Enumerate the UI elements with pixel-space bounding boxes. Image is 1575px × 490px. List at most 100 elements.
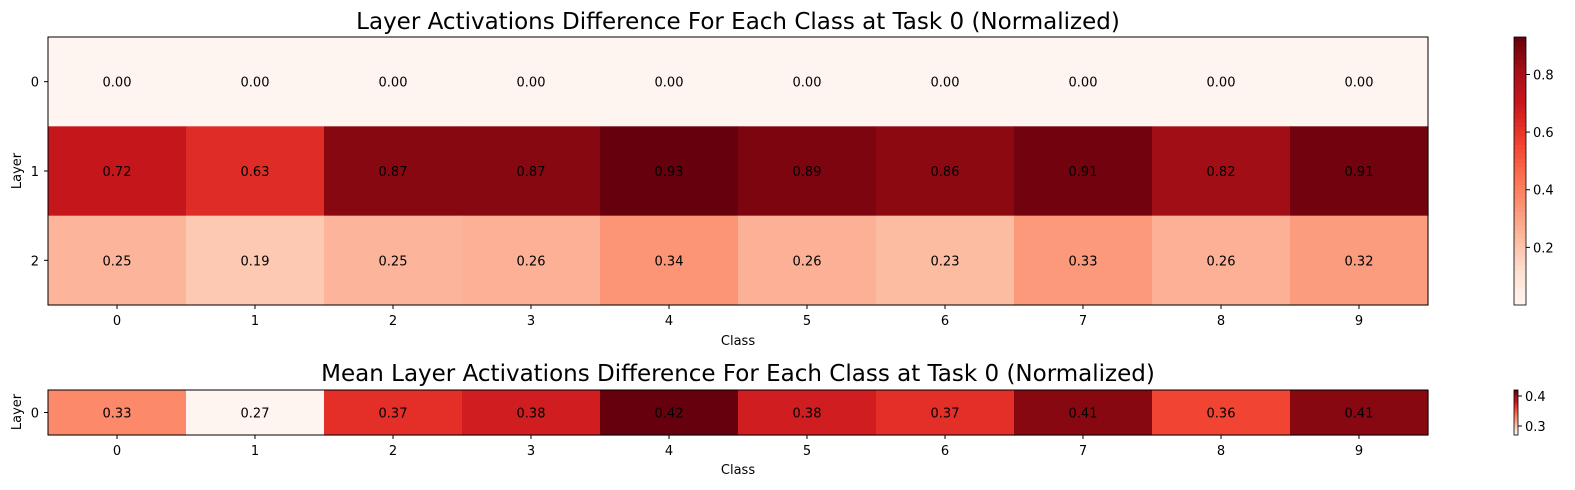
colorbar-segment xyxy=(1514,126,1526,132)
y-tick-label: 0 xyxy=(31,407,39,422)
x-tick-label: 3 xyxy=(527,444,535,459)
x-tick-label: 9 xyxy=(1355,444,1363,459)
colorbar-segment xyxy=(1514,264,1526,270)
bottom-colorbar: 0.3 0.4 xyxy=(1513,389,1546,436)
colorbar-frame xyxy=(1513,36,1527,306)
colorbar-segment xyxy=(1514,413,1518,415)
colorbar-segment xyxy=(1514,410,1518,412)
colorbar-segment xyxy=(1514,427,1518,429)
cell-value-label: 0.63 xyxy=(241,165,270,180)
colorbar-segment xyxy=(1514,50,1526,56)
bottom-heatmap-value-labels: 0.33 0.27 0.37 0.38 0.42 0.38 0.37 0.41 0.36 0.41 xyxy=(103,407,1374,422)
colorbar-segment xyxy=(1514,428,1518,430)
colorbar-segment xyxy=(1514,417,1518,419)
cell-value-label: 0.00 xyxy=(793,76,822,91)
cell-value-label: 0.42 xyxy=(655,407,684,422)
y-tick-label: 0 xyxy=(31,76,39,91)
heatmap-cell xyxy=(1014,215,1153,306)
heatmap-cell xyxy=(462,390,601,436)
heatmap-cell xyxy=(876,126,1015,217)
colorbar-tick-label: 0.4 xyxy=(1533,184,1554,199)
bottom-y-ticks: 0 xyxy=(31,407,48,422)
cell-value-label: 0.91 xyxy=(1069,165,1098,180)
colorbar-segment xyxy=(1514,72,1526,78)
colorbar-segment xyxy=(1514,393,1518,396)
colorbar-segment xyxy=(1514,417,1518,420)
heatmap-cell xyxy=(48,390,187,436)
colorbar-segment xyxy=(1514,392,1518,394)
cell-value-label: 0.00 xyxy=(103,76,132,91)
colorbar-segment xyxy=(1514,184,1526,190)
colorbar-segment xyxy=(1514,104,1526,110)
colorbar-tick-label: 0.6 xyxy=(1533,126,1554,141)
cell-value-label: 0.00 xyxy=(931,76,960,91)
x-tick-label: 4 xyxy=(665,314,673,329)
top-heatmap-value-labels: 0.00 0.00 0.00 0.00 0.00 0.00 0.00 0.00 0.00 0.00… xyxy=(103,76,1374,270)
colorbar-segment xyxy=(1514,420,1518,423)
colorbar-segment xyxy=(1514,396,1518,399)
heatmap-cell xyxy=(48,37,187,127)
colorbar-segment xyxy=(1514,202,1526,208)
heatmap-cell xyxy=(600,390,739,436)
colorbar-segment xyxy=(1514,175,1526,181)
colorbar-segment xyxy=(1514,45,1526,51)
colorbar-segment xyxy=(1514,424,1518,426)
colorbar-segment xyxy=(1514,215,1526,221)
bottom-y-axis-label: Layer xyxy=(10,393,25,430)
colorbar-segment xyxy=(1514,233,1526,239)
x-tick-label: 3 xyxy=(527,314,535,329)
x-tick-label: 7 xyxy=(1079,444,1087,459)
colorbar-segment xyxy=(1514,224,1526,230)
colorbar-segment xyxy=(1514,287,1526,293)
heatmap-cell xyxy=(1152,37,1291,127)
colorbar-segment xyxy=(1514,211,1526,217)
colorbar-segment xyxy=(1514,405,1518,407)
colorbar-segment xyxy=(1514,402,1518,405)
colorbar-segment xyxy=(1514,282,1526,288)
cell-value-label: 0.26 xyxy=(793,254,822,269)
heatmap-cell xyxy=(1014,126,1153,217)
heatmap-cell xyxy=(186,126,325,217)
cell-value-label: 0.25 xyxy=(103,254,132,269)
cell-value-label: 0.26 xyxy=(1207,254,1236,269)
cell-value-label: 0.00 xyxy=(1069,76,1098,91)
top-y-axis-label: Layer xyxy=(10,152,25,189)
heatmap-cell xyxy=(462,126,601,217)
colorbar-segment xyxy=(1514,432,1518,434)
cell-value-label: 0.36 xyxy=(1207,407,1236,422)
colorbar-segment xyxy=(1514,95,1526,101)
colorbar-segment xyxy=(1514,148,1526,154)
colorbar-segment xyxy=(1514,429,1518,432)
colorbar-segment xyxy=(1514,429,1518,431)
colorbar-segment xyxy=(1514,423,1518,425)
x-tick-label: 8 xyxy=(1217,444,1225,459)
cell-value-label: 0.41 xyxy=(1345,407,1374,422)
colorbar-segment xyxy=(1514,403,1518,405)
bottom-heatmap-cells xyxy=(48,390,1429,436)
heatmap-cell xyxy=(1014,37,1153,127)
colorbar-segment xyxy=(1514,59,1526,65)
colorbar-segment xyxy=(1514,411,1518,413)
heatmap-cell xyxy=(324,390,463,436)
colorbar-segment xyxy=(1514,412,1518,414)
cell-value-label: 0.86 xyxy=(931,165,960,180)
heatmap-cell xyxy=(462,37,601,127)
heatmap-cell xyxy=(324,126,463,217)
y-tick-label: 2 xyxy=(31,254,39,269)
cell-value-label: 0.27 xyxy=(241,407,270,422)
colorbar-segment xyxy=(1514,81,1526,87)
cell-value-label: 0.87 xyxy=(379,165,408,180)
top-chart-title: Layer Activations Difference For Each Cl… xyxy=(356,9,1120,35)
colorbar-segment xyxy=(1514,139,1526,145)
colorbar-segment xyxy=(1514,405,1518,408)
colorbar-segment xyxy=(1514,400,1518,402)
colorbar-segment xyxy=(1514,426,1518,429)
cell-value-label: 0.26 xyxy=(517,254,546,269)
heatmap-cell xyxy=(186,390,325,436)
colorbar-segment xyxy=(1514,408,1518,410)
colorbar-segment xyxy=(1514,300,1526,306)
heatmap-cell xyxy=(600,126,739,217)
cell-value-label: 0.38 xyxy=(517,407,546,422)
colorbar-frame xyxy=(1513,389,1519,436)
